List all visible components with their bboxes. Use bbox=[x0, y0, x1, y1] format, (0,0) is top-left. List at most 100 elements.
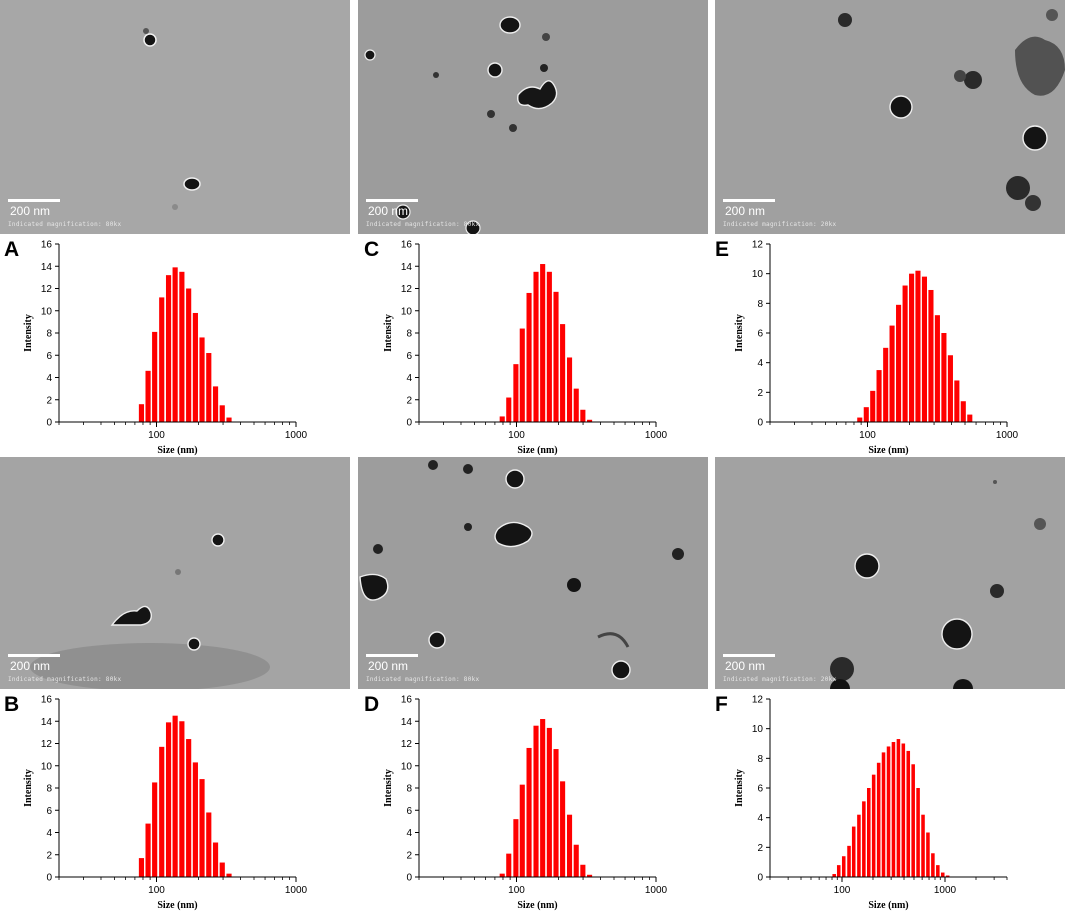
histogram-bar bbox=[199, 337, 205, 422]
histogram-bar bbox=[179, 721, 185, 877]
y-tick-label: 8 bbox=[46, 329, 52, 340]
y-axis-label: Intensity bbox=[23, 769, 34, 807]
histogram-bar bbox=[832, 874, 836, 877]
y-axis-label: Intensity bbox=[734, 314, 745, 352]
histogram-bar bbox=[870, 390, 876, 422]
y-tick-label: 2 bbox=[46, 850, 52, 861]
histogram-bar bbox=[165, 275, 172, 422]
y-axis-label: Intensity bbox=[383, 769, 394, 807]
scale-bar bbox=[723, 199, 775, 202]
histogram-bar bbox=[212, 386, 219, 422]
x-axis-label: Size (nm) bbox=[868, 900, 908, 911]
y-tick-label: 6 bbox=[406, 351, 412, 362]
y-tick-label: 16 bbox=[41, 695, 53, 706]
histogram-bar bbox=[519, 328, 525, 422]
histogram-bar bbox=[921, 276, 927, 422]
x-tick-label: 1000 bbox=[285, 885, 308, 896]
histogram-bar bbox=[192, 762, 198, 877]
histogram-bar bbox=[936, 865, 940, 877]
tem-image-b: 200 nm Indicated magnification: 80kx bbox=[0, 457, 350, 689]
histogram-bar bbox=[138, 858, 145, 877]
y-tick-label: 0 bbox=[46, 873, 52, 884]
histogram-bar bbox=[566, 814, 573, 877]
x-tick-label: 1000 bbox=[285, 430, 308, 441]
y-tick-label: 10 bbox=[752, 724, 764, 735]
y-tick-label: 4 bbox=[757, 358, 763, 369]
histogram-bar bbox=[931, 853, 935, 877]
y-tick-label: 4 bbox=[46, 828, 52, 839]
histogram-bar bbox=[152, 782, 158, 877]
histogram-bar bbox=[212, 842, 219, 877]
histogram-d: D 0 2 4 6 8 10 12 14 16 100 1000 Size (nm) Intensity bbox=[364, 689, 712, 911]
histogram-bar bbox=[145, 823, 151, 877]
y-tick-label: 12 bbox=[752, 240, 764, 251]
x-tick-label: 1000 bbox=[934, 885, 957, 896]
x-tick-label: 100 bbox=[508, 430, 525, 441]
tem-image-e: 200 nm Indicated magnification: 20kx bbox=[715, 0, 1065, 234]
histogram-bar bbox=[219, 862, 225, 877]
histogram-bar bbox=[851, 826, 856, 877]
histogram-bar bbox=[876, 762, 881, 877]
chart-svg-d: 0 2 4 6 8 10 12 14 16 100 1000 Size (nm) Intensity bbox=[383, 695, 668, 911]
histogram-bar bbox=[540, 264, 546, 422]
panel-label-f: F bbox=[715, 693, 728, 716]
y-tick-label: 4 bbox=[757, 813, 763, 824]
histogram-bar bbox=[192, 312, 198, 422]
y-tick-label: 0 bbox=[757, 418, 763, 429]
y-tick-label: 2 bbox=[406, 850, 412, 861]
histogram-bar bbox=[138, 404, 145, 422]
tem-particles-d bbox=[358, 457, 708, 689]
histogram-bar bbox=[506, 397, 512, 422]
magnification-label: Indicated magnification: 80kx bbox=[8, 221, 122, 228]
panel-label-e: E bbox=[715, 238, 730, 261]
scale-label: 200 nm bbox=[368, 204, 409, 218]
y-tick-label: 0 bbox=[46, 418, 52, 429]
scale-label: 200 nm bbox=[725, 659, 766, 673]
x-tick-label: 100 bbox=[859, 430, 876, 441]
histogram-bar bbox=[566, 357, 573, 422]
y-tick-label: 2 bbox=[46, 395, 52, 406]
histogram-bar bbox=[159, 297, 165, 422]
histogram-bar bbox=[881, 752, 886, 877]
tem-particles-c bbox=[358, 0, 708, 234]
scale-bar bbox=[8, 199, 60, 202]
histogram-bar bbox=[513, 364, 519, 422]
y-tick-label: 6 bbox=[757, 784, 763, 795]
scale-bar bbox=[723, 654, 775, 657]
histogram-bar bbox=[906, 750, 911, 877]
x-tick-label: 100 bbox=[148, 430, 165, 441]
histogram-bar bbox=[186, 739, 192, 877]
y-tick-label: 4 bbox=[406, 828, 412, 839]
y-tick-label: 10 bbox=[752, 269, 764, 280]
histogram-b: B 0 2 4 6 8 10 12 14 16 100 1000 Size (nm) Intensity bbox=[4, 689, 352, 911]
histogram-c: C 0 2 4 6 8 10 12 14 16 100 1000 Size (nm) Intensity bbox=[364, 234, 712, 456]
histogram-bar bbox=[573, 844, 579, 877]
histogram-bar bbox=[836, 865, 841, 877]
y-tick-label: 0 bbox=[406, 873, 412, 884]
histogram-bar bbox=[940, 872, 945, 877]
x-axis-label: Size (nm) bbox=[157, 900, 197, 911]
histogram-bar bbox=[871, 774, 876, 877]
histogram-bar bbox=[226, 417, 232, 422]
histogram-bar bbox=[179, 271, 185, 422]
tem-image-a: 200 nm Indicated magnification: 80kx bbox=[0, 0, 350, 234]
histogram-bar bbox=[152, 331, 158, 422]
histogram-bar bbox=[526, 292, 532, 422]
y-tick-label: 14 bbox=[41, 262, 53, 273]
histogram-bar bbox=[928, 289, 934, 422]
histogram-bar bbox=[915, 270, 921, 422]
panel-label-b: B bbox=[4, 693, 20, 716]
y-tick-label: 16 bbox=[401, 240, 413, 251]
histogram-bar bbox=[889, 325, 895, 422]
histogram-bar bbox=[506, 853, 512, 877]
x-axis-label: Size (nm) bbox=[517, 900, 557, 911]
chart-svg-b: 0 2 4 6 8 10 12 14 16 100 1000 Size (nm) Intensity bbox=[23, 695, 308, 911]
scale-bar bbox=[366, 654, 418, 657]
histogram-bar bbox=[926, 832, 930, 877]
histogram-bar bbox=[513, 819, 519, 877]
histogram-bar bbox=[587, 419, 593, 422]
x-axis-label: Size (nm) bbox=[517, 445, 557, 456]
magnification-label: Indicated magnification: 80kx bbox=[366, 676, 480, 683]
chart-svg-f: 0 2 4 6 8 10 12 100 1000 Size (nm) Intensity bbox=[734, 695, 1008, 911]
